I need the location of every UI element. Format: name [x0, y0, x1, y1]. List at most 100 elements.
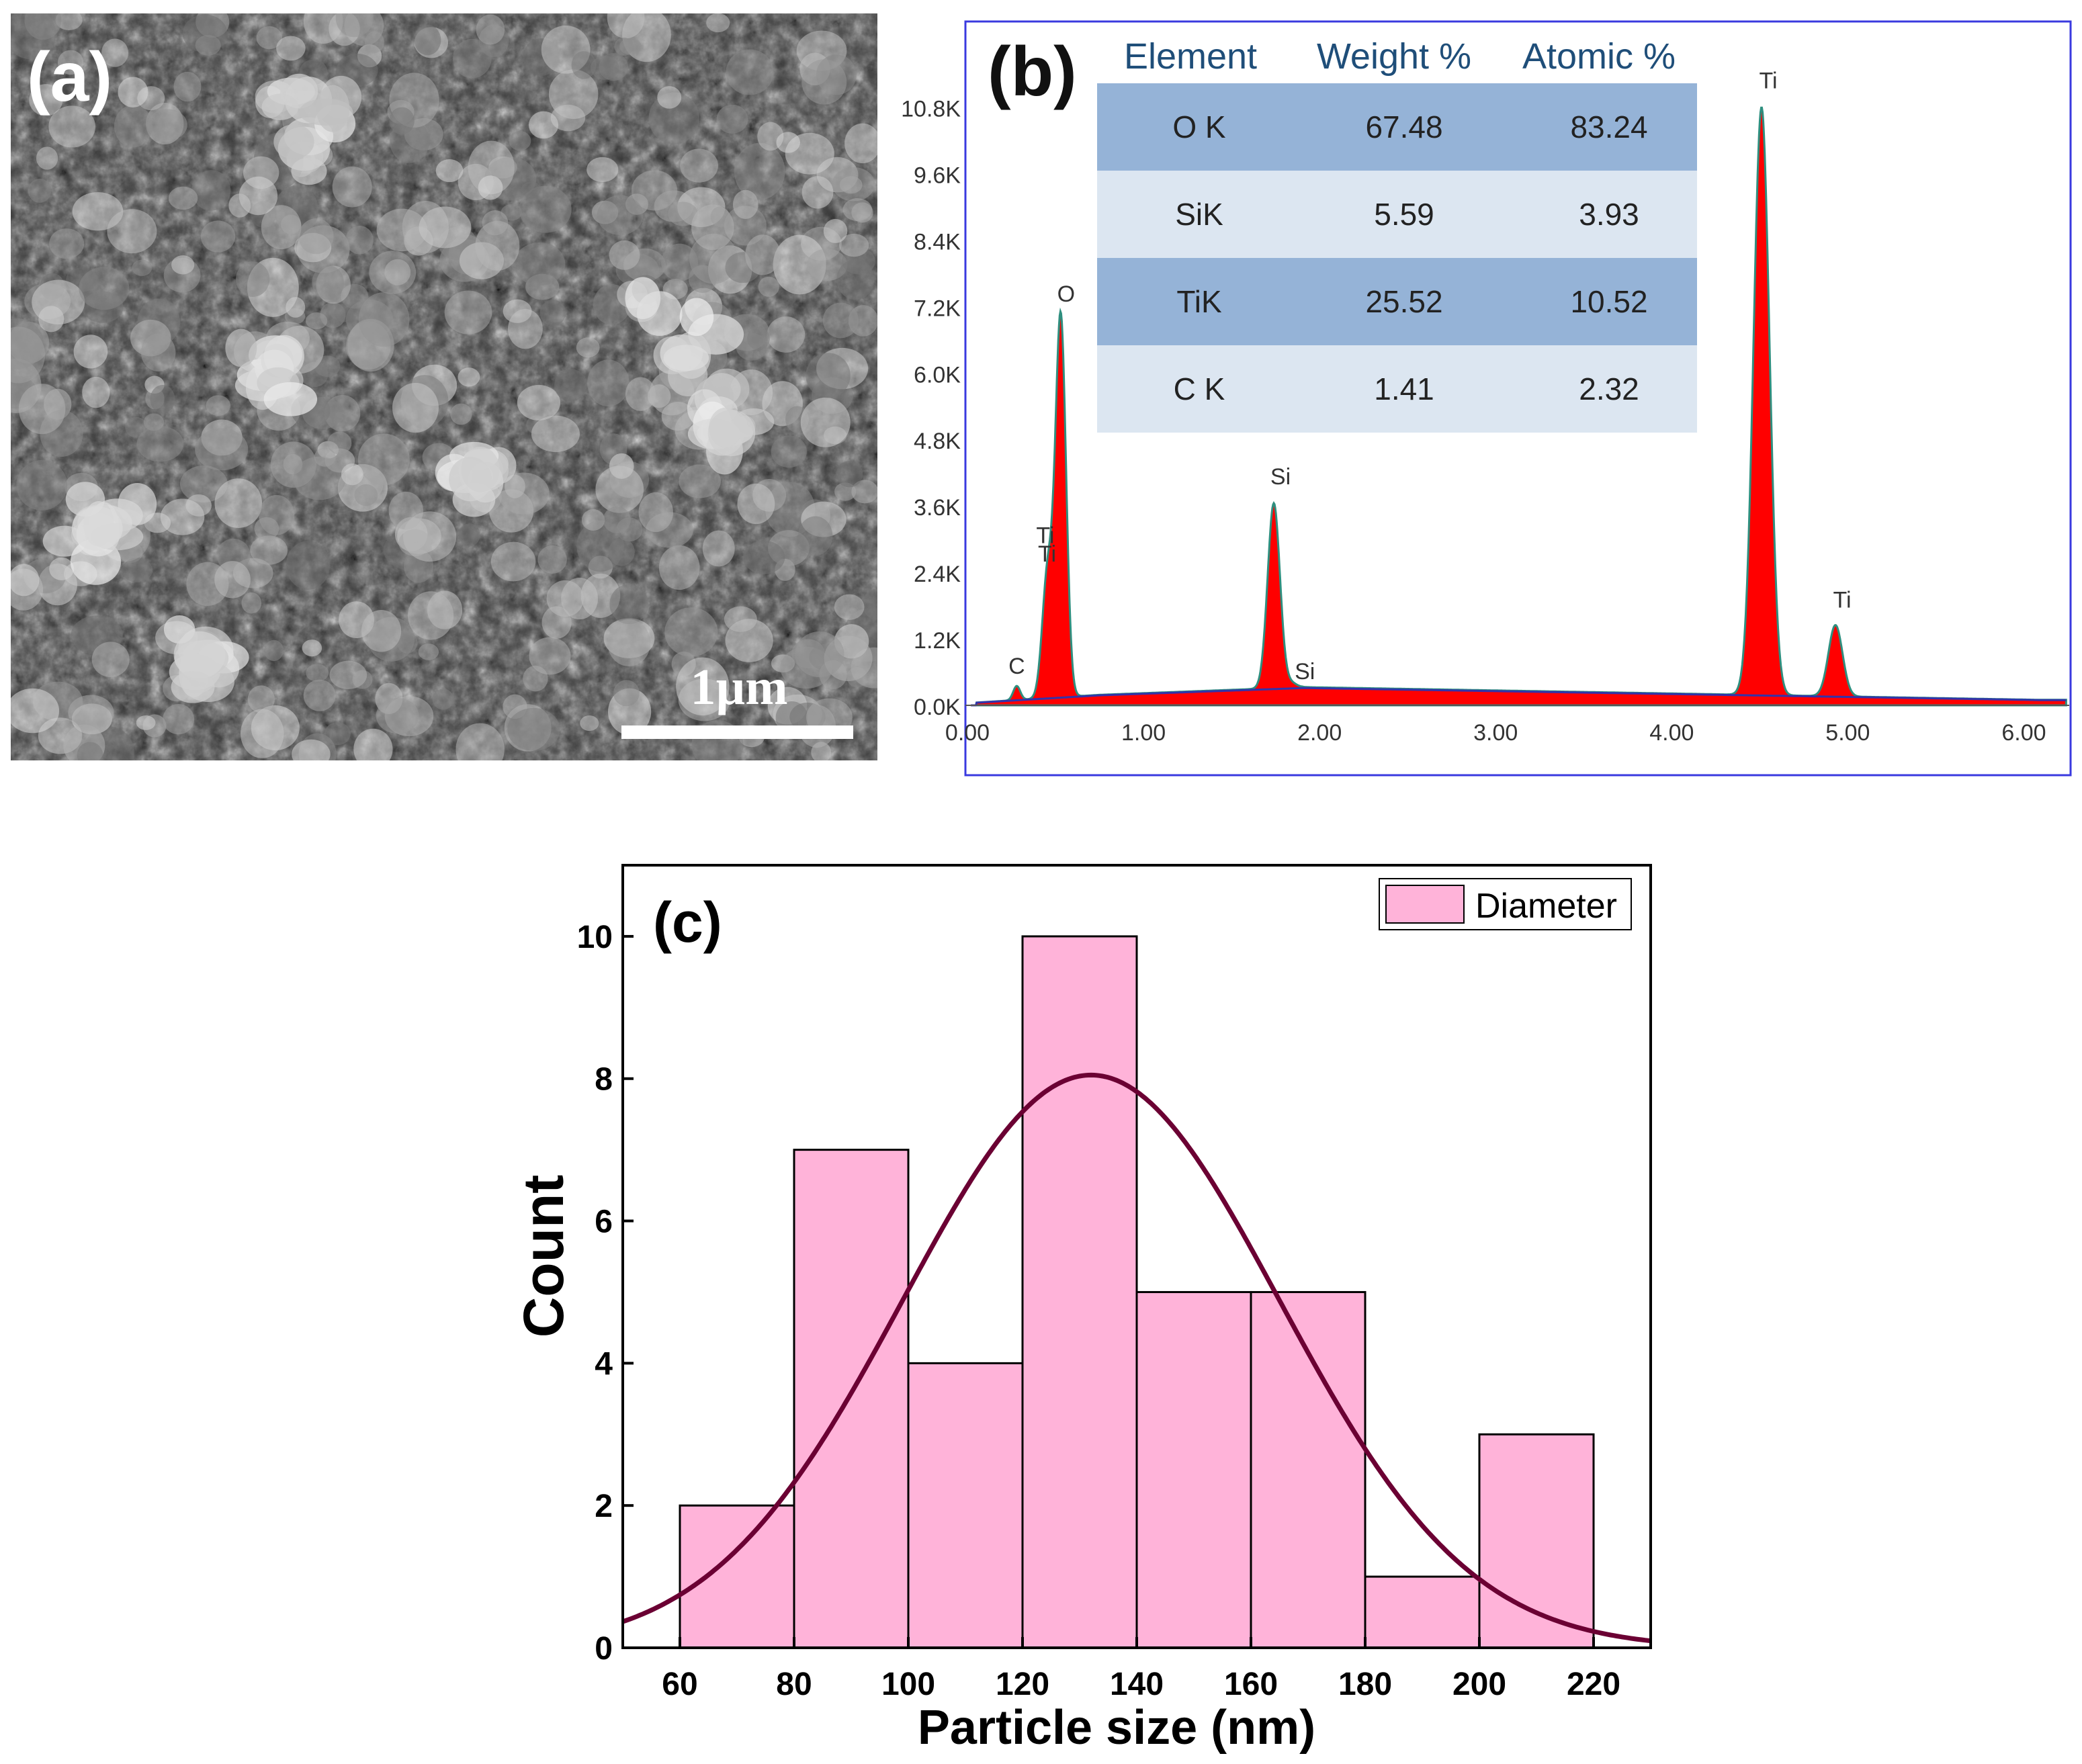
sem-particle — [706, 13, 730, 33]
sem-particle — [168, 186, 198, 210]
sem-particle — [228, 193, 251, 218]
histogram-bar — [1021, 935, 1138, 1649]
sem-particle — [376, 698, 419, 734]
sem-particle — [332, 166, 372, 208]
table-header-element: Element — [1124, 36, 1257, 77]
sem-particle — [498, 472, 550, 515]
sem-particle — [587, 359, 630, 407]
sem-particle — [608, 537, 635, 566]
y-tick-label: 9.6K — [914, 163, 961, 188]
sem-particle — [591, 56, 619, 80]
table-cell: 3.93 — [1579, 197, 1639, 232]
sem-particle — [418, 644, 439, 660]
eds-y-axis: 0.0K 1.2K 2.4K 3.6K 4.8K 6.0K 7.2K 8.4K 9.6K 10.8… — [901, 96, 961, 720]
sem-particle — [292, 739, 331, 760]
panel-b-label: (b) — [988, 33, 1077, 111]
sem-particle — [143, 413, 165, 431]
sem-particle — [603, 506, 631, 533]
sem-particle — [468, 140, 515, 195]
sem-particle — [444, 290, 492, 335]
x-tick-label: 120 — [996, 1667, 1049, 1702]
sem-particle — [450, 403, 472, 425]
sem-particle — [823, 218, 848, 243]
sem-particle — [32, 279, 85, 324]
sem-particle — [276, 36, 306, 61]
composition-table: Element Weight % Atomic % O K 67.48 83.2… — [1097, 36, 1697, 433]
sem-particle — [303, 679, 336, 711]
sem-particle — [657, 86, 682, 109]
sem-particle — [354, 484, 378, 506]
sem-particle — [461, 447, 500, 492]
peak-label: Si — [1295, 659, 1315, 685]
sem-particle — [79, 267, 130, 310]
sem-particle — [48, 105, 95, 148]
panel-a-label: (a) — [27, 38, 112, 116]
sem-particle — [771, 435, 807, 468]
sem-particle — [507, 707, 560, 751]
sem-particle — [800, 397, 851, 447]
sem-particle — [369, 251, 417, 294]
sem-particle — [836, 460, 863, 488]
sem-particle — [517, 385, 561, 421]
y-tick-label: 10.8K — [901, 96, 961, 122]
sem-particle — [613, 680, 640, 707]
sem-particle — [459, 523, 480, 547]
legend: Diameter — [1379, 878, 1632, 930]
histogram-bar — [679, 1504, 795, 1649]
sem-particle — [18, 384, 66, 435]
table-cell: O K — [1172, 109, 1226, 144]
sem-particle — [514, 242, 566, 286]
panel-c: 60 80 100 120 140 160 180 200 220 0 2 4 6 8 10 (c) Pa… — [512, 864, 1652, 1755]
sem-particle — [11, 564, 40, 597]
sem-particle — [435, 159, 464, 183]
sem-particle — [508, 308, 543, 349]
sem-particle — [776, 132, 800, 153]
peak-label: Ti — [1038, 541, 1056, 567]
x-tick-label: 140 — [1110, 1667, 1164, 1702]
table-cell: TiK — [1176, 284, 1222, 319]
sem-particle — [247, 685, 275, 713]
sem-particle — [118, 77, 148, 107]
sem-particle — [478, 175, 503, 200]
y-tick-label: 0 — [595, 1631, 613, 1667]
sem-particle — [806, 353, 851, 398]
peak-label: Ti — [1759, 68, 1777, 93]
sem-particle — [862, 589, 877, 620]
x-tick-label: 3.00 — [1473, 720, 1518, 746]
sem-particle — [539, 300, 566, 326]
panel-b: 0.0K 1.2K 2.4K 3.6K 4.8K 6.0K 7.2K 8.4K 9.6K 10.8… — [901, 20, 2072, 777]
sem-particle — [836, 259, 875, 300]
eds-x-axis: 0.00 1.00 2.00 3.00 4.00 5.00 6.00 — [945, 720, 2046, 746]
sem-particle — [658, 545, 700, 590]
peak-label: Ti — [1833, 587, 1852, 613]
sem-particle — [476, 14, 505, 45]
histogram-bar — [1478, 1433, 1595, 1649]
sem-particle — [179, 465, 228, 502]
sem-particle — [353, 728, 393, 760]
peak-label: Si — [1270, 464, 1291, 490]
sem-particle — [676, 657, 730, 716]
sem-particle — [419, 206, 472, 249]
sem-particle — [345, 226, 374, 255]
sem-particle — [314, 447, 336, 467]
sem-particle — [597, 195, 644, 235]
x-tick-label: 220 — [1567, 1667, 1620, 1702]
histogram-x-axis: 60 80 100 120 140 160 180 200 220 — [662, 1637, 1620, 1702]
sem-particle — [358, 292, 410, 347]
sem-particle — [293, 456, 346, 500]
scale-bar — [621, 725, 853, 739]
sem-particle — [91, 642, 130, 677]
sem-particle — [389, 107, 415, 135]
histogram-bar — [1250, 1290, 1367, 1649]
sem-particle — [554, 369, 587, 402]
sem-particle-highlights — [11, 13, 877, 760]
sem-particle — [521, 181, 541, 198]
sem-particle — [724, 606, 757, 632]
sem-particle — [745, 234, 781, 275]
table-row — [1097, 258, 1697, 345]
sem-particle — [279, 73, 318, 109]
x-tick-label: 0.00 — [945, 720, 990, 746]
sem-particle — [136, 715, 156, 730]
sem-particle — [636, 291, 683, 337]
